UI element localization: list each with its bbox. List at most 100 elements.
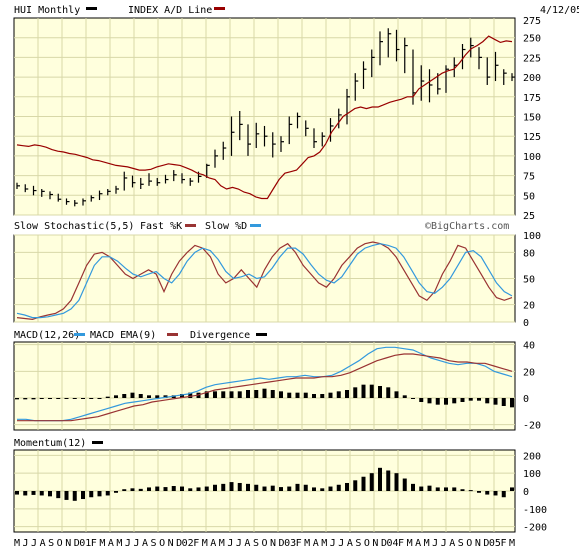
momentum-bar	[369, 473, 374, 491]
divergence-bar	[279, 391, 283, 398]
divergence-bar	[444, 398, 448, 405]
price-tick-label: 125	[523, 132, 541, 143]
x-tick-label: M	[321, 538, 327, 549]
momentum-bar	[171, 486, 176, 491]
momentum-bar	[196, 487, 201, 491]
slow-d-label: Slow %D	[205, 221, 247, 232]
x-tick-label: D	[279, 538, 285, 549]
x-tick-label: A	[244, 538, 250, 549]
momentum-title: Momentum(12)	[14, 438, 86, 449]
x-tick-label: D	[74, 538, 80, 549]
macd-tick-label: 40	[523, 341, 535, 352]
slow-d-line	[16, 243, 513, 319]
x-tick-label: J	[125, 538, 131, 549]
momentum-bar	[155, 486, 160, 491]
momentum-bar	[64, 491, 69, 500]
x-tick-label: S	[253, 538, 259, 549]
x-tick-label: M	[202, 538, 208, 549]
divergence-bar	[81, 398, 85, 399]
momentum-bar	[402, 478, 407, 491]
divergence-bar	[485, 398, 490, 404]
x-tick-label: N	[168, 538, 174, 549]
ad-line	[16, 35, 513, 200]
x-tick-label: A	[449, 538, 455, 549]
macd-tick-label: -20	[523, 421, 541, 432]
divergence-bar	[138, 394, 143, 398]
x-tick-label: J	[23, 538, 29, 549]
macd-ema-swatch	[167, 333, 178, 336]
x-tick-label: N	[65, 538, 71, 549]
divergence-bar	[353, 387, 358, 398]
momentum-bar	[114, 491, 118, 493]
price-legend: HUI Monthly INDEX A/D Line 4/12/05	[14, 5, 579, 16]
momentum-bar	[163, 487, 168, 491]
divergence-bar	[114, 395, 118, 398]
price-tick-label: 275	[523, 16, 541, 27]
momentum-bar	[138, 488, 143, 491]
momentum-legend: Momentum(12)	[14, 438, 103, 449]
x-tick-label: M	[407, 538, 413, 549]
x-tick-label: J	[338, 538, 344, 549]
macd-tick-label: 20	[523, 367, 535, 378]
divergence-bar	[435, 398, 440, 405]
momentum-bar	[303, 484, 308, 491]
divergence-bar	[287, 392, 292, 398]
x-tick-label: O	[364, 538, 370, 549]
symbol-legend-swatch	[86, 7, 97, 10]
x-tick-label: J	[432, 538, 438, 549]
slow-d-swatch	[250, 224, 261, 227]
momentum-bar	[501, 491, 506, 498]
price-tick-label: 25	[523, 211, 535, 222]
momentum-bar	[279, 487, 283, 491]
x-tick-label: J	[441, 538, 447, 549]
x-tick-label: N	[270, 538, 276, 549]
x-tick-label: F	[193, 538, 199, 549]
x-tick-label: 05	[489, 538, 501, 549]
momentum-bar	[452, 487, 457, 491]
x-tick-label: A	[347, 538, 353, 549]
x-tick-label: S	[355, 538, 361, 549]
x-tick-label: A	[40, 538, 46, 549]
x-tick-label: N	[475, 538, 481, 549]
divergence-bar	[213, 391, 217, 398]
momentum-bar	[328, 486, 333, 491]
momentum-bar	[221, 483, 226, 491]
price-tick-label: 250	[523, 34, 541, 45]
divergence-bar	[188, 392, 193, 398]
price-tick-label: 225	[523, 53, 541, 64]
momentum-bar	[444, 487, 448, 491]
momentum-bar	[336, 484, 341, 491]
divergence-bar	[295, 392, 300, 398]
momentum-bar	[254, 484, 259, 491]
index-legend-swatch	[214, 7, 225, 10]
x-tick-label: O	[466, 538, 472, 549]
macd-legend: MACD(12,26) MACD EMA(9) Divergence	[14, 330, 267, 341]
divergence-bar	[105, 396, 110, 398]
divergence-bar	[180, 394, 184, 398]
x-tick-label: 01	[79, 538, 91, 549]
x-tick-label: M	[509, 538, 515, 549]
x-tick-label: O	[159, 538, 165, 549]
momentum-bar	[477, 491, 481, 493]
momentum-bar	[394, 473, 399, 491]
stochastic-tick-label: 80	[523, 248, 535, 259]
divergence-bar	[378, 386, 382, 398]
momentum-bar	[213, 484, 217, 491]
momentum-bar	[122, 489, 127, 491]
momentum-bar	[31, 491, 36, 495]
macd-panel	[13, 341, 516, 431]
momentum-bar	[460, 489, 465, 491]
momentum-bar	[262, 486, 267, 491]
x-tick-label: A	[108, 538, 114, 549]
divergence-bar	[122, 394, 127, 398]
momentum-bar	[180, 486, 184, 491]
momentum-bar	[56, 491, 61, 499]
index-legend-label: INDEX A/D Line	[128, 5, 212, 16]
divergence-bar	[89, 398, 94, 399]
momentum-bar	[204, 486, 209, 491]
macd-ema-label: MACD EMA(9)	[90, 330, 156, 341]
momentum-bar	[246, 483, 250, 491]
divergence-bar	[221, 391, 226, 398]
divergence-bar	[147, 395, 151, 398]
